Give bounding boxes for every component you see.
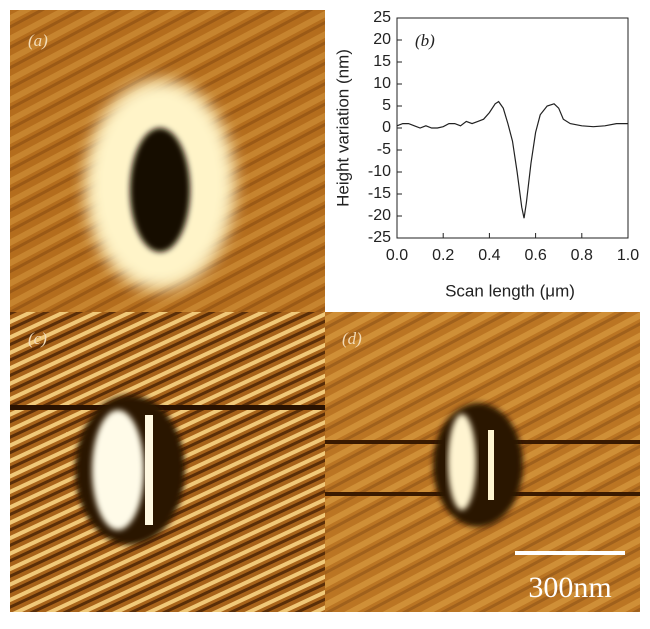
y-tick-label: 20 bbox=[373, 31, 391, 48]
y-tick-label: -5 bbox=[377, 141, 391, 158]
x-tick-label: 0.6 bbox=[524, 247, 546, 264]
x-tick-label: 0.8 bbox=[571, 247, 593, 264]
y-tick-label: -15 bbox=[368, 185, 391, 202]
y-tick-label: 25 bbox=[373, 9, 391, 26]
y-tick-label: 10 bbox=[373, 75, 391, 92]
y-tick-label: 5 bbox=[382, 97, 391, 114]
afm-image-a bbox=[10, 10, 325, 312]
figure: (a) (c) (d) 300nm (b) Scan length (μm) H… bbox=[0, 0, 650, 624]
afm-image-d bbox=[325, 312, 640, 612]
y-tick-label: -25 bbox=[368, 229, 391, 246]
x-axis-label: Scan length (μm) bbox=[445, 281, 575, 300]
panel-label: (a) bbox=[28, 31, 48, 50]
y-tick-label: 0 bbox=[382, 119, 391, 136]
y-tick-label: -20 bbox=[368, 207, 391, 224]
x-tick-label: 0.2 bbox=[432, 247, 454, 264]
x-tick-label: 0.4 bbox=[478, 247, 500, 264]
data-line bbox=[397, 102, 628, 219]
y-tick-label: -10 bbox=[368, 163, 391, 180]
panel-label: (b) bbox=[415, 31, 435, 50]
x-tick-label: 0.0 bbox=[386, 247, 408, 264]
y-tick-label: 15 bbox=[373, 53, 391, 70]
x-tick-label: 1.0 bbox=[617, 247, 639, 264]
panel-label: (c) bbox=[28, 329, 47, 348]
scale-bar-label: 300nm bbox=[528, 571, 611, 604]
line-chart: (b) Scan length (μm) Height variation (n… bbox=[333, 9, 639, 300]
afm-image-c bbox=[10, 312, 325, 612]
y-axis-label: Height variation (nm) bbox=[333, 49, 352, 207]
panel-label: (d) bbox=[342, 329, 362, 348]
